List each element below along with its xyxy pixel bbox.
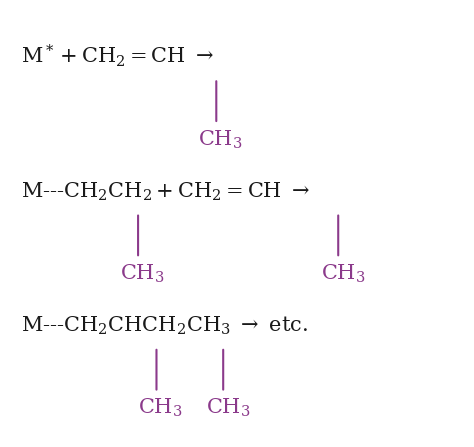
Text: $\mathrm{CH_3}$: $\mathrm{CH_3}$ — [321, 263, 365, 285]
Text: $\mathrm{M{\text{---}}CH_2CHCH_2CH_3\ \rightarrow\ etc.}$: $\mathrm{M{\text{---}}CH_2CHCH_2CH_3\ \r… — [21, 315, 308, 337]
Text: $\mathrm{M^* + CH_2{=}CH\ \rightarrow}$: $\mathrm{M^* + CH_2{=}CH\ \rightarrow}$ — [21, 42, 214, 69]
Text: $\mathrm{CH_3}$: $\mathrm{CH_3}$ — [198, 129, 243, 151]
Text: $\mathrm{CH_3}$: $\mathrm{CH_3}$ — [119, 263, 164, 285]
Text: $\mathrm{CH_3}$: $\mathrm{CH_3}$ — [138, 397, 182, 419]
Text: $\mathrm{CH_3}$: $\mathrm{CH_3}$ — [206, 397, 250, 419]
Text: $\mathrm{M{\text{---}}CH_2CH_2 + CH_2{=}CH\ \rightarrow}$: $\mathrm{M{\text{---}}CH_2CH_2 + CH_2{=}… — [21, 181, 310, 203]
